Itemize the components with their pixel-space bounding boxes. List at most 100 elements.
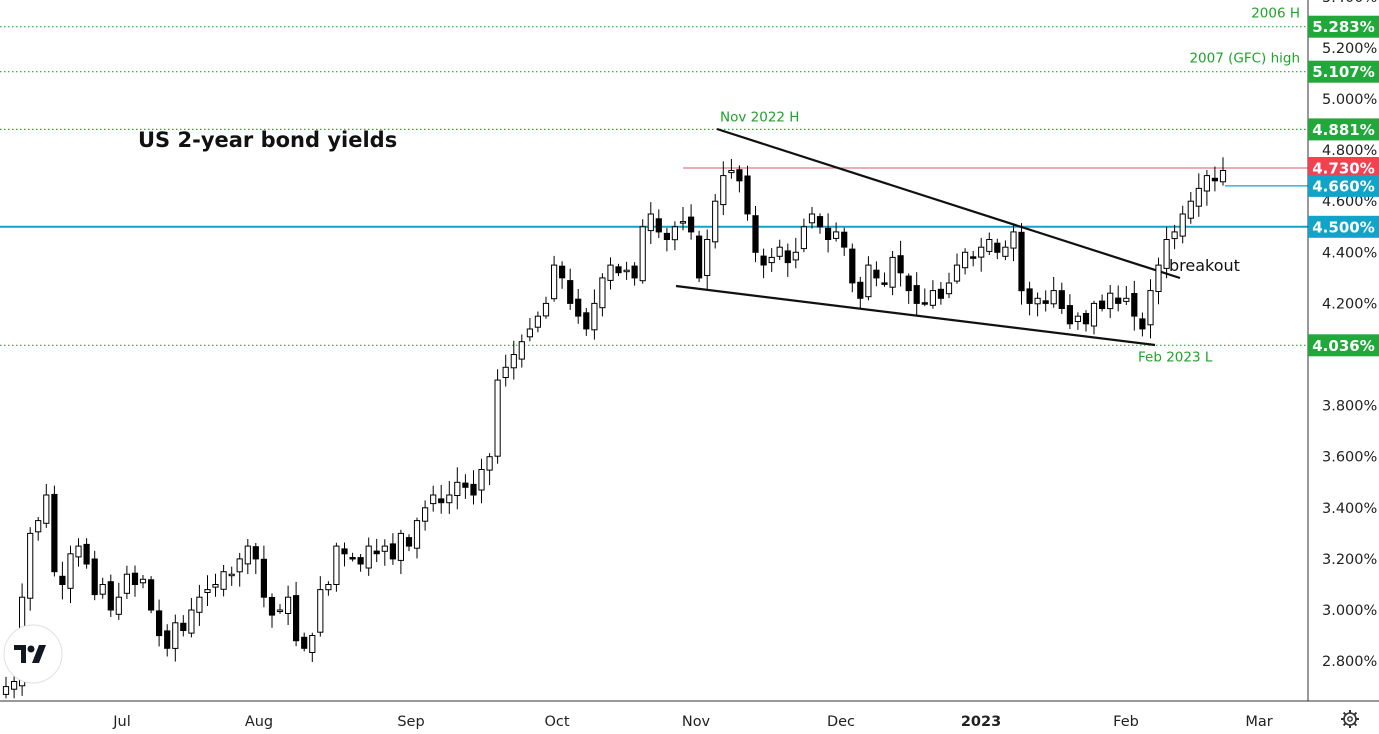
candle xyxy=(752,215,759,253)
candle xyxy=(1107,292,1114,310)
candle xyxy=(712,200,719,243)
x-tick-label: Oct xyxy=(544,714,569,730)
candle xyxy=(309,635,316,653)
candle xyxy=(220,571,227,590)
candle xyxy=(325,584,332,591)
candle xyxy=(1074,315,1082,323)
candle xyxy=(518,341,525,360)
candle xyxy=(67,553,74,589)
candle xyxy=(357,557,364,565)
candle xyxy=(139,578,147,584)
price-badge-label: 4.660% xyxy=(1312,177,1374,195)
candle xyxy=(341,548,348,555)
candle xyxy=(75,545,82,558)
candle xyxy=(365,545,372,569)
candle xyxy=(720,175,727,206)
x-tick-label: Dec xyxy=(827,714,855,730)
breakout-annotation: breakout xyxy=(1169,256,1240,275)
candle xyxy=(252,546,259,560)
trendlines xyxy=(675,127,1181,347)
candle xyxy=(381,545,388,552)
time-axis: Jul Aug Sep Oct Nov Dec 2023 Feb Mar xyxy=(112,714,1272,730)
candle xyxy=(583,312,590,330)
price-badge xyxy=(1308,60,1379,83)
x-tick-label: Aug xyxy=(245,714,273,730)
candle xyxy=(204,589,211,593)
price-badge xyxy=(1308,174,1379,197)
level-annotation: 2006 H xyxy=(1251,6,1300,22)
candle xyxy=(494,379,501,457)
candle xyxy=(728,170,735,174)
candle xyxy=(244,545,251,565)
candle xyxy=(833,231,840,239)
price-badge-label: 4.881% xyxy=(1312,121,1374,139)
candle xyxy=(1026,288,1033,304)
candle xyxy=(768,256,775,264)
candle xyxy=(478,469,485,491)
price-badge-label: 5.283% xyxy=(1312,18,1374,36)
candle xyxy=(1211,177,1219,182)
candle xyxy=(236,558,243,573)
candle xyxy=(510,354,517,369)
level-annotation: Feb 2023 L xyxy=(1138,349,1213,365)
candle xyxy=(1115,297,1122,304)
y-tick-label: 4.800% xyxy=(1322,143,1377,159)
x-tick-label: Nov xyxy=(682,714,711,730)
price-badge-label: 4.730% xyxy=(1312,160,1374,178)
candle xyxy=(873,269,880,279)
x-tick-label: Mar xyxy=(1245,714,1272,730)
candle xyxy=(776,246,783,257)
candle xyxy=(792,251,799,261)
candle xyxy=(285,596,292,615)
price-badge-label: 5.107% xyxy=(1312,63,1374,81)
candle xyxy=(575,298,582,317)
candles xyxy=(2,157,1227,699)
candle xyxy=(462,482,469,488)
level-annotation: 2007 (GFC) high xyxy=(1189,51,1300,67)
candle xyxy=(83,543,90,565)
tradingview-logo[interactable] xyxy=(3,624,63,684)
price-badge xyxy=(1308,118,1379,141)
candle xyxy=(1147,290,1154,326)
candle xyxy=(760,255,767,266)
y-tick-label: 5.200% xyxy=(1322,41,1377,57)
candle xyxy=(889,256,896,288)
candle xyxy=(1187,200,1194,219)
candle xyxy=(1139,318,1146,330)
x-tick-label: Feb xyxy=(1113,714,1139,730)
price-badge-label: 4.500% xyxy=(1312,218,1374,236)
candle xyxy=(1090,302,1098,327)
candle xyxy=(808,213,816,224)
candle xyxy=(905,275,912,292)
candle xyxy=(559,265,566,279)
y-tick-label: 4.200% xyxy=(1322,296,1377,312)
x-tick-label: 2023 xyxy=(961,714,1001,730)
candle xyxy=(196,596,203,613)
settings-gear-icon[interactable] xyxy=(1341,710,1359,728)
candle xyxy=(99,584,106,595)
candle xyxy=(784,250,791,264)
price-badges: 5.283% 5.107% 4.881% 4.730%4.660% 4.500% 4.03… xyxy=(1308,15,1379,357)
candle xyxy=(43,494,50,524)
candle xyxy=(647,213,654,232)
candle xyxy=(816,216,824,228)
candle xyxy=(881,282,888,285)
candle xyxy=(953,264,961,282)
candle xyxy=(599,277,606,309)
candle xyxy=(591,302,598,331)
candle xyxy=(607,264,614,281)
candle xyxy=(373,550,380,555)
candle xyxy=(123,573,131,594)
candle xyxy=(502,366,509,378)
candle xyxy=(389,543,396,560)
y-tick-label: 4.400% xyxy=(1322,245,1377,261)
candle xyxy=(639,226,646,282)
candle xyxy=(349,557,356,560)
candle xyxy=(921,302,928,305)
candle xyxy=(978,246,985,258)
candle xyxy=(962,251,969,269)
candle xyxy=(156,610,163,637)
candle xyxy=(486,456,493,471)
candle xyxy=(333,545,340,585)
